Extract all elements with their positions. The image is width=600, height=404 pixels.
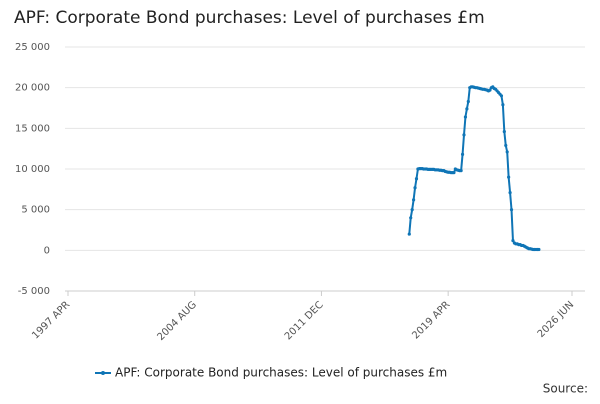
- y-tick-label: 0: [44, 245, 50, 256]
- data-point: [466, 99, 470, 104]
- data-point: [501, 103, 505, 107]
- data-point: [504, 143, 508, 148]
- chart-title: APF: Corporate Bond purchases: Level of …: [14, 8, 485, 28]
- data-point: [410, 208, 414, 212]
- y-tick-label: -5 000: [18, 286, 50, 297]
- x-tick-label: 2011 DEC: [283, 299, 326, 342]
- y-tick-label: 15 000: [15, 123, 50, 134]
- x-tick-label: 2004 AUG: [155, 299, 199, 343]
- data-point: [462, 133, 466, 137]
- data-point: [463, 115, 468, 119]
- data-point: [409, 216, 413, 220]
- data-point: [488, 88, 492, 92]
- data-point: [508, 190, 512, 195]
- data-point: [414, 177, 419, 181]
- data-point: [412, 198, 416, 202]
- legend-marker: [101, 371, 105, 375]
- data-point: [413, 186, 417, 190]
- data-point: [537, 247, 541, 252]
- data-point: [499, 94, 504, 98]
- data-point: [460, 152, 465, 156]
- data-point: [505, 150, 509, 154]
- data-point: [507, 175, 511, 179]
- y-tick-label: 25 000: [15, 42, 50, 53]
- source: Source:: [543, 382, 588, 396]
- data-point: [452, 171, 456, 175]
- x-tick-label: 2019 APR: [410, 299, 452, 341]
- data-point: [459, 169, 463, 173]
- y-tick-label: 10 000: [15, 164, 50, 175]
- x-tick-label: 1997 APR: [30, 299, 72, 341]
- data-point: [465, 107, 469, 111]
- data-point: [509, 208, 514, 212]
- x-tick-label: 2026 JUN: [536, 299, 577, 340]
- data-point: [407, 232, 411, 236]
- y-tick-label: 5 000: [21, 205, 50, 216]
- data-point: [502, 129, 506, 134]
- legend-label: APF: Corporate Bond purchases: Level of …: [115, 366, 447, 380]
- data-point: [511, 238, 515, 243]
- y-tick-label: 20 000: [15, 83, 50, 94]
